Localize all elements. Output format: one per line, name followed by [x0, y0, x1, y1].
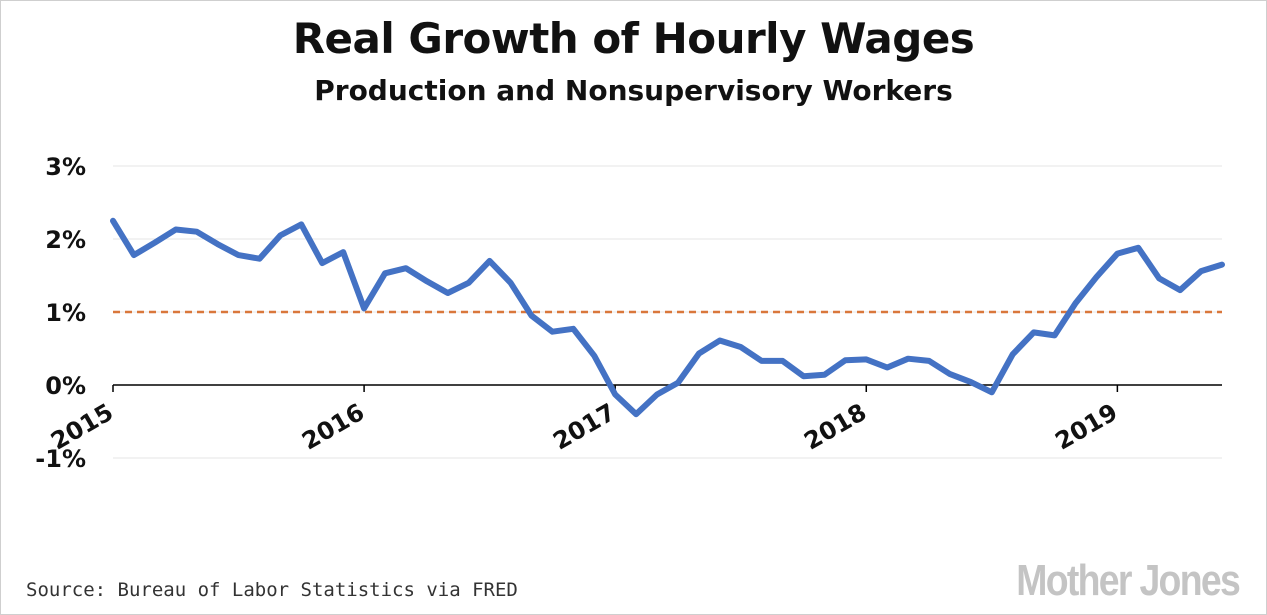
x-tick-labels: 2015 2016 2017 2018 2019	[46, 398, 1122, 456]
series-line	[110, 217, 1225, 418]
y-tick-label: 3%	[45, 153, 86, 181]
x-tick-label: 2017	[548, 398, 620, 456]
source-note: Source: Bureau of Labor Statistics via F…	[26, 579, 518, 601]
x-tick-label: 2019	[1051, 398, 1123, 456]
x-tick-label: 2016	[297, 398, 369, 456]
y-tick-labels: 3% 2% 1% 0% -1%	[35, 153, 86, 473]
x-tick-label: 2018	[799, 398, 871, 456]
y-tick-label: -1%	[35, 445, 86, 473]
series-group	[110, 217, 1225, 418]
y-tick-label: 1%	[45, 299, 86, 327]
brand-logo: Mother Jones	[1016, 556, 1240, 605]
y-tick-label: 2%	[45, 226, 86, 254]
y-tick-label: 0%	[45, 372, 86, 400]
chart-subtitle: Production and Nonsupervisory Workers	[314, 74, 953, 107]
chart-title: Real Growth of Hourly Wages	[292, 14, 975, 63]
